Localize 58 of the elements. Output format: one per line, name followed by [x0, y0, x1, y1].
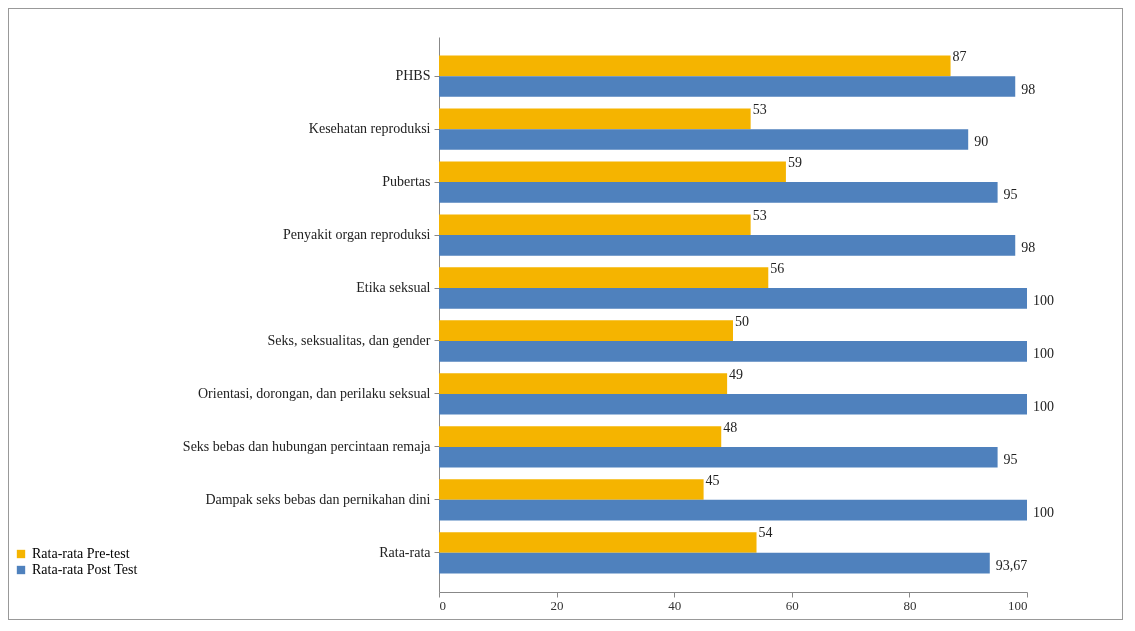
data-label: 50	[735, 313, 749, 329]
data-label: 100	[1033, 505, 1054, 521]
y-tick-label: Etika seksual	[356, 280, 431, 296]
x-tick-label: 100	[1008, 597, 1028, 613]
data-label: 53	[752, 101, 767, 117]
legend-label: Rata-rata Pre-test	[32, 546, 130, 561]
bar	[439, 235, 1016, 256]
bar	[439, 532, 757, 553]
x-tick-label: 40	[668, 597, 682, 613]
bar	[439, 320, 733, 341]
y-tick-label: Seks bebas dan hubungan percintaan remaja	[182, 438, 432, 454]
data-label: 95	[1003, 187, 1018, 203]
bar	[439, 76, 1016, 97]
y-tick-label: PHBS	[395, 68, 431, 84]
y-tick-label: Penyakit organ reproduksi	[283, 227, 431, 243]
bar	[439, 373, 728, 394]
data-label: 56	[770, 260, 785, 276]
data-label: 48	[723, 419, 738, 435]
data-label: 100	[1033, 293, 1054, 309]
data-label: 45	[705, 472, 720, 488]
y-tick-label: Kesehatan reproduksi	[308, 121, 431, 137]
legend-label: Rata-rata Post Test	[32, 562, 138, 577]
y-tick-label: Seks, seksualitas, dan gender	[267, 332, 431, 348]
data-label: 93,67	[995, 558, 1028, 574]
bar	[439, 499, 1027, 521]
bar	[439, 426, 722, 447]
bar	[439, 446, 998, 468]
data-label: 49	[729, 366, 744, 382]
bar	[439, 108, 751, 130]
data-label: 95	[1003, 452, 1018, 468]
bar	[439, 129, 969, 150]
data-label: 53	[752, 207, 767, 223]
data-label: 59	[787, 154, 802, 170]
bar	[439, 161, 786, 183]
x-tick-label: 20	[550, 597, 564, 613]
data-label: 87	[952, 48, 967, 64]
y-tick-label: Orientasi, dorongan, dan perilaku seksual	[198, 385, 431, 401]
bar	[439, 340, 1027, 362]
bar	[439, 479, 704, 500]
data-label: 100	[1033, 399, 1054, 415]
data-label: 98	[1021, 81, 1036, 97]
data-label: 98	[1021, 240, 1036, 256]
bar	[439, 55, 951, 77]
x-tick-label: 0	[439, 597, 446, 613]
y-tick-label: Pubertas	[382, 174, 431, 190]
bar	[439, 267, 769, 289]
bar	[439, 182, 998, 203]
y-tick-label: Rata-rata	[379, 544, 432, 560]
x-tick-label: 60	[785, 597, 799, 613]
bar	[439, 393, 1027, 415]
data-label: 90	[974, 134, 989, 150]
bar	[439, 288, 1027, 309]
data-label: 100	[1033, 346, 1054, 362]
bar	[439, 552, 990, 574]
bar	[439, 214, 751, 236]
x-tick-label: 80	[903, 597, 917, 613]
y-tick-label: Dampak seks bebas dan pernikahan dini	[205, 491, 431, 507]
data-label: 54	[758, 525, 773, 541]
